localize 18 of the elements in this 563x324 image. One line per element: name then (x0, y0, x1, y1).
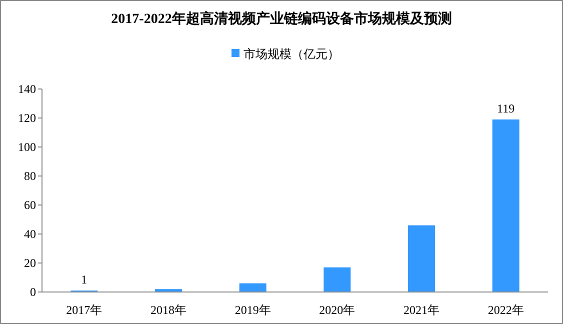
y-tick-label: 140 (18, 82, 36, 96)
x-tick-label: 2022年 (488, 303, 524, 317)
x-tick-label: 2019年 (234, 303, 271, 317)
y-tick-label: 80 (24, 169, 36, 183)
x-tick-label: 2020年 (319, 303, 356, 317)
y-tick-label: 20 (24, 256, 36, 270)
x-tick-label: 2021年 (404, 303, 440, 317)
chart-title: 2017-2022年超高清视频产业链编码设备市场规模及预测 (111, 10, 452, 27)
data-label: 119 (497, 101, 515, 116)
y-tick-label: 100 (18, 140, 36, 154)
y-tick-label: 0 (30, 285, 36, 299)
legend-label: 市场规模（亿元） (244, 47, 340, 61)
y-tick-label: 60 (24, 198, 36, 212)
y-tick-label: 120 (18, 111, 36, 125)
x-tick-label: 2017年 (66, 303, 102, 317)
y-tick-label: 40 (24, 227, 36, 241)
x-tick-label: 2018年 (150, 303, 186, 317)
data-label: 1 (81, 272, 88, 287)
